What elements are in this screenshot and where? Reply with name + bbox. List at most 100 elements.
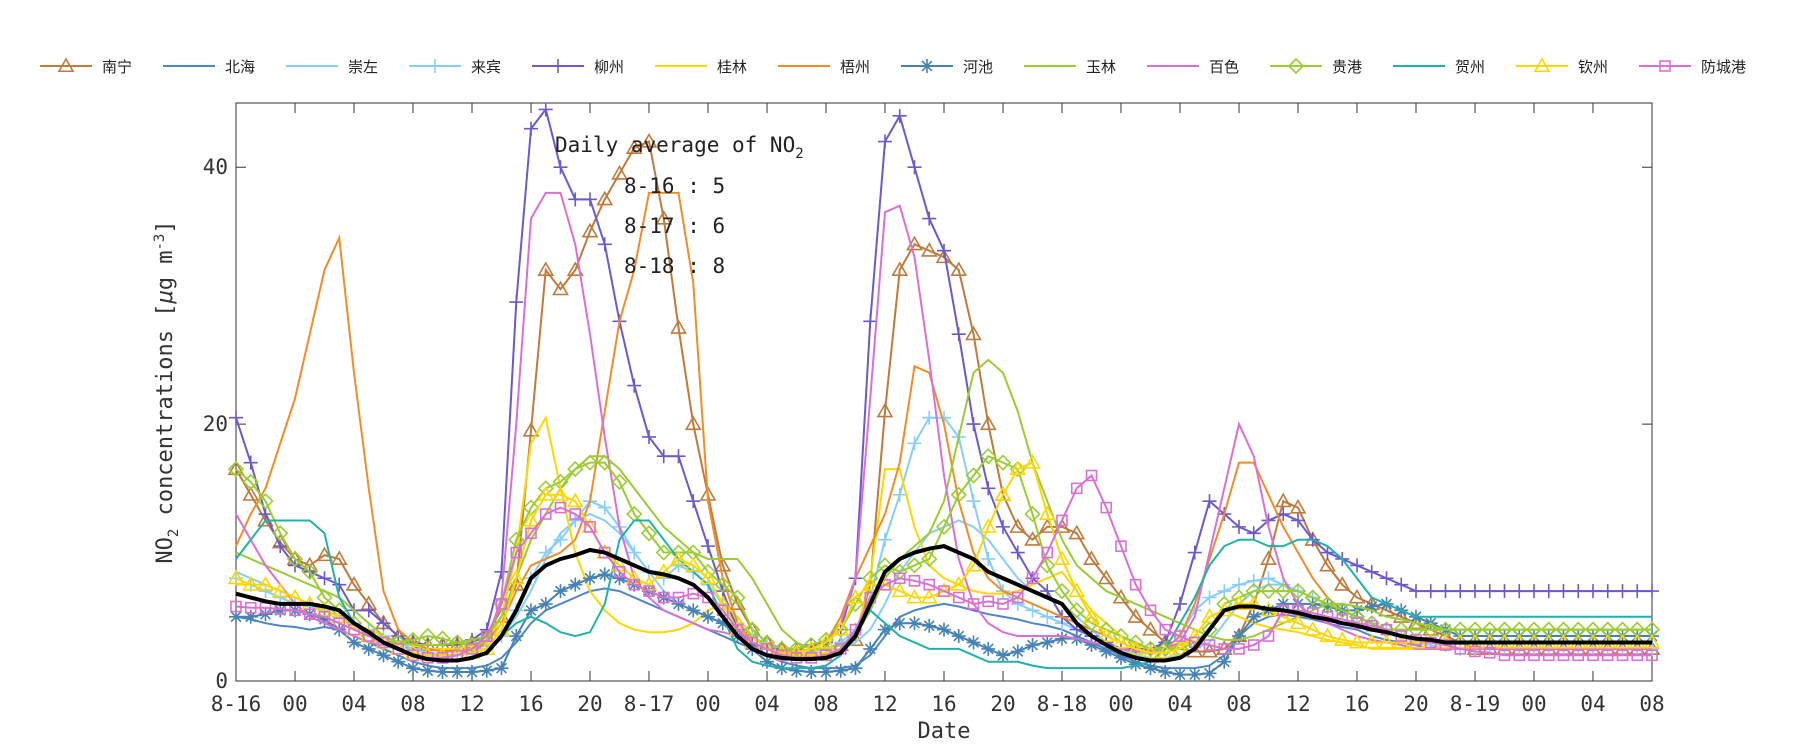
series-0-point-61	[1127, 608, 1145, 623]
legend-item-10: 贵港	[1270, 57, 1362, 76]
series-7-point-16	[465, 665, 479, 680]
legend-label-5: 桂林	[717, 58, 747, 76]
series-10-point-74	[1319, 595, 1336, 613]
series-0-point-25	[596, 190, 614, 206]
series-10-point-0	[227, 460, 245, 478]
x-tick-label-1: 00	[282, 692, 307, 716]
series-7-point-74	[1320, 599, 1335, 614]
legend-marker-10	[1287, 57, 1305, 75]
series-7-point-54	[1025, 638, 1040, 653]
series-7-point-46	[907, 616, 922, 631]
series-13-point-82	[1439, 639, 1452, 651]
series-12-point-52	[994, 486, 1012, 501]
series-4-point-66	[1202, 494, 1217, 509]
legend-label-9: 百色	[1209, 58, 1239, 76]
series-0-point-20	[522, 421, 540, 437]
series-0-point-45	[891, 261, 909, 277]
series-10-point-39	[803, 636, 820, 654]
series-12-point-61	[1127, 640, 1145, 655]
series-3-point-53	[1010, 596, 1025, 611]
series-3-point-44	[878, 532, 892, 547]
series-0-point-28	[640, 132, 658, 148]
x-tick-label-8: 00	[695, 692, 720, 716]
series-3-point-66	[1202, 590, 1217, 605]
series-10-point-25	[596, 454, 613, 471]
series-13-point-49	[952, 591, 965, 604]
series-10-point-55	[1039, 557, 1056, 574]
series-10-point-47	[921, 550, 938, 568]
series-13-point-27	[628, 578, 641, 591]
series-4-point-78	[1379, 571, 1394, 586]
series-3-point-45	[892, 487, 907, 502]
series-13-point-63	[1159, 623, 1172, 636]
series-7-point-44	[878, 622, 892, 637]
series-7-point-49	[951, 629, 966, 644]
series-7-point-52	[996, 648, 1010, 663]
series-4-point-25	[597, 237, 612, 252]
series-7-point-2	[258, 607, 273, 622]
series-10-point-71	[1275, 582, 1292, 600]
series-13-point-95	[1631, 649, 1644, 662]
series-4-point-86	[1497, 584, 1512, 599]
daily-average-annotation: Daily average of NO2 8-16 : 5 8-17 : 6 8…	[555, 133, 804, 278]
series-12-point-22	[552, 486, 569, 501]
legend-label-13: 防城港	[1701, 58, 1746, 76]
series-12-point-73	[1304, 621, 1322, 636]
series-7-point-71	[1276, 596, 1291, 611]
legend-label-6: 梧州	[840, 58, 870, 76]
series-10-point-29	[655, 544, 672, 561]
series-12-point-21	[537, 486, 555, 501]
series-4-point-1	[243, 455, 258, 470]
series-13-point-18	[495, 598, 508, 610]
x-tick-label-15: 00	[1108, 692, 1133, 716]
series-13-point-70	[1262, 630, 1275, 642]
series-13-point-45	[893, 572, 906, 585]
series-4-point-65	[1187, 545, 1202, 560]
series-10-point-50	[965, 467, 982, 484]
series-12-point-28	[640, 576, 658, 591]
series-3-point-46	[907, 436, 922, 451]
series-7-point-32	[701, 609, 715, 624]
legend-item-3: 来宾	[409, 58, 501, 76]
series-12-point-68	[1230, 595, 1248, 610]
series-10-point-28	[640, 525, 658, 542]
series-10-point-26	[611, 473, 628, 491]
series-10-point-34	[729, 589, 746, 606]
series-12-point-30	[670, 550, 687, 566]
legend-item-13: 防城港	[1639, 58, 1746, 76]
legend-item-6: 梧州	[778, 58, 870, 76]
series-12-point-0	[227, 569, 245, 585]
series-10-point-57	[1068, 602, 1085, 619]
series-7-point-17	[479, 663, 494, 678]
series-4-point-91	[1571, 584, 1586, 599]
series-4-point-20	[524, 121, 538, 136]
series-4-point-94	[1615, 584, 1630, 599]
series-0-point-30	[670, 319, 687, 334]
x-tick-label-9: 04	[754, 692, 779, 716]
series-7-point-42	[848, 661, 863, 676]
x-tick-label-3: 08	[400, 692, 425, 716]
series-4-point-74	[1320, 545, 1335, 560]
series-12-point-60	[1112, 633, 1130, 649]
series-4-point-28	[642, 429, 656, 444]
series-3-point-51	[981, 551, 996, 566]
series-10-point-52	[994, 454, 1012, 471]
x-tick-label-2: 04	[341, 692, 366, 716]
legend-marker-4	[551, 59, 565, 73]
annotation-title: Daily average of NO2	[555, 133, 804, 162]
series-0-point-21	[537, 261, 555, 277]
series-12-point-62	[1142, 644, 1159, 659]
series-7-point-64	[1173, 667, 1187, 682]
legend-label-3: 来宾	[471, 58, 501, 76]
series-7-point-19	[509, 629, 524, 644]
series-4-point-64	[1173, 596, 1187, 611]
series-13-point-64	[1174, 630, 1186, 642]
series-4	[229, 102, 1659, 656]
series-13-point-24	[584, 521, 596, 533]
series-13-point-96	[1646, 649, 1658, 662]
series-3-point-25	[597, 500, 612, 515]
series-0-point-50	[965, 325, 982, 341]
series-4-point-68	[1232, 519, 1246, 534]
x-tick-label-4: 12	[459, 692, 484, 716]
